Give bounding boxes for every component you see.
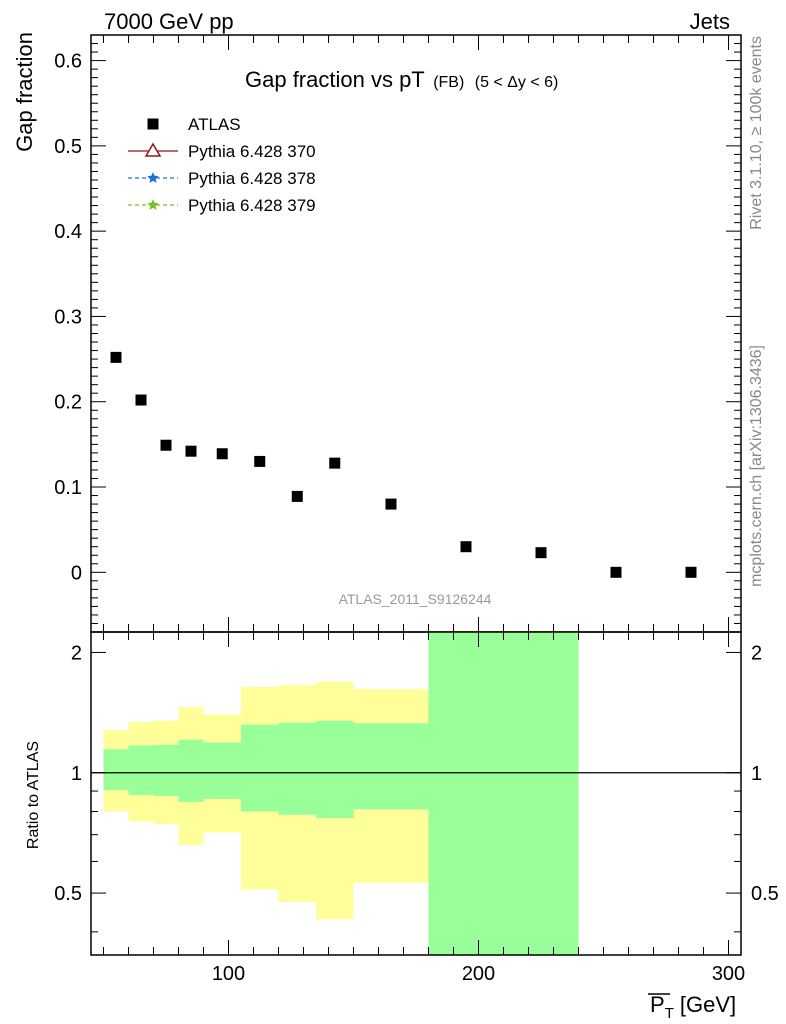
x-axis-label-main: P <box>650 992 665 1017</box>
total-uncertainty-band <box>353 809 429 883</box>
data-point <box>610 566 622 578</box>
data-point <box>185 445 197 457</box>
ratio-axis-ticks <box>91 632 741 955</box>
ratio-y-axis-label: Ratio to ATLAS <box>25 741 42 849</box>
analysis-watermark: ATLAS_2011_S9126244 <box>339 591 492 607</box>
y-tick-label: 0.5 <box>54 136 82 158</box>
data-point <box>385 498 397 510</box>
main-title-suffix: (FB) <box>433 74 464 91</box>
main-y-axis-label: Gap fraction <box>12 32 37 152</box>
mcplots-label: mcplots.cern.ch [arXiv:1306.3436] <box>748 345 765 587</box>
data-point <box>160 439 172 451</box>
total-uncertainty-band <box>153 795 179 824</box>
main-title: Gap fraction vs pT (FB) (5 < Δy < 6) <box>245 67 558 92</box>
total-uncertainty-band <box>316 681 354 721</box>
ratio-y-tick-label-right: 0.5 <box>751 883 779 905</box>
stat-uncertainty-band <box>316 720 354 819</box>
data-point <box>460 541 472 553</box>
stat-uncertainty-band <box>353 723 429 810</box>
header-left: 7000 GeV pp <box>104 9 234 34</box>
main-title-range: (5 < Δy < 6) <box>475 74 559 91</box>
total-uncertainty-band <box>241 811 279 890</box>
ratio-panel: 0.5 0.5 1 1 2 2 100 200 300 Ratio to ATLAS PT [G… <box>25 631 779 1022</box>
legend-label: Pythia 6.428 378 <box>188 169 316 188</box>
total-uncertainty-band <box>278 814 316 902</box>
ratio-y-tick-label: 0.5 <box>54 883 82 905</box>
total-uncertainty-band <box>178 802 204 845</box>
data-point <box>135 394 147 406</box>
x-axis-label-unit: [GeV] <box>680 992 736 1017</box>
total-uncertainty-band <box>353 689 429 724</box>
legend-marker-star <box>147 172 159 183</box>
ratio-y-tick-labels: 0.5 0.5 1 1 2 2 <box>54 642 779 905</box>
stat-uncertainty-band <box>128 745 154 795</box>
ratio-y-tick-label-right: 2 <box>751 642 762 664</box>
y-tick-label: 0 <box>71 562 82 584</box>
total-uncertainty-band <box>153 720 179 745</box>
stat-uncertainty-band <box>278 722 316 815</box>
total-uncertainty-band <box>203 714 241 743</box>
stat-uncertainty-band <box>428 632 579 955</box>
data-point <box>216 448 228 460</box>
x-tick-labels: 100 200 300 <box>212 963 745 985</box>
total-uncertainty-band <box>203 798 241 833</box>
stat-uncertainty-band <box>203 742 241 799</box>
main-y-tick-labels: 0 0.1 0.2 0.3 0.4 0.5 0.6 <box>54 51 82 585</box>
y-tick-label: 0.6 <box>54 51 82 73</box>
stat-uncertainty-band <box>178 739 204 803</box>
y-tick-label: 0.3 <box>54 306 82 328</box>
ratio-y-tick-label: 1 <box>71 763 82 785</box>
stat-uncertainty-band <box>153 744 179 796</box>
legend-label: ATLAS <box>188 115 241 134</box>
data-point <box>329 457 341 469</box>
header-right: Jets <box>690 9 730 34</box>
data-point <box>110 351 122 363</box>
stat-uncertainty-band <box>241 724 279 812</box>
rivet-label: Rivet 3.1.10, ≥ 100k events <box>748 36 765 230</box>
x-tick-label: 100 <box>212 963 245 985</box>
total-uncertainty-band <box>103 790 129 812</box>
ratio-frame <box>90 631 742 956</box>
data-point <box>685 566 697 578</box>
ratio-y-tick-label: 2 <box>71 642 82 664</box>
y-tick-label: 0.4 <box>54 221 82 243</box>
x-tick-label: 300 <box>712 963 745 985</box>
main-panel: 0 0.1 0.2 0.3 0.4 0.5 0.6 Gap fraction Gap fra… <box>12 32 742 633</box>
x-tick-label: 200 <box>462 963 495 985</box>
y-tick-label: 0.2 <box>54 392 82 414</box>
stat-uncertainty-band <box>103 749 129 791</box>
total-uncertainty-band <box>128 794 154 822</box>
data-point <box>254 455 266 467</box>
x-axis-label-text: PT [GeV] <box>650 992 736 1022</box>
x-axis-label: PT [GeV] <box>648 992 736 1022</box>
total-uncertainty-band <box>278 684 316 723</box>
main-title-text: Gap fraction vs pT <box>245 67 425 92</box>
ratio-y-tick-label-right: 1 <box>751 763 762 785</box>
data-point <box>291 490 303 502</box>
legend-label: Pythia 6.428 370 <box>188 142 316 161</box>
y-tick-label: 0.1 <box>54 477 82 499</box>
legend: ATLAS Pythia 6.428 370 Pythia 6.428 378 Pyt… <box>128 115 316 215</box>
legend-marker-atlas <box>147 118 159 130</box>
legend-marker-triangle <box>144 142 162 157</box>
x-axis-label-sub: T <box>665 1005 674 1022</box>
atlas-data-markers <box>110 351 697 578</box>
data-point <box>535 547 547 559</box>
total-uncertainty-band <box>316 818 354 920</box>
main-axis-ticks <box>91 35 741 632</box>
legend-marker-star <box>147 199 159 210</box>
uncertainty-bands <box>103 632 579 955</box>
legend-label: Pythia 6.428 379 <box>188 196 316 215</box>
total-uncertainty-band <box>178 707 204 740</box>
total-uncertainty-band <box>241 686 279 725</box>
total-uncertainty-band <box>103 729 129 750</box>
total-uncertainty-band <box>128 721 154 746</box>
